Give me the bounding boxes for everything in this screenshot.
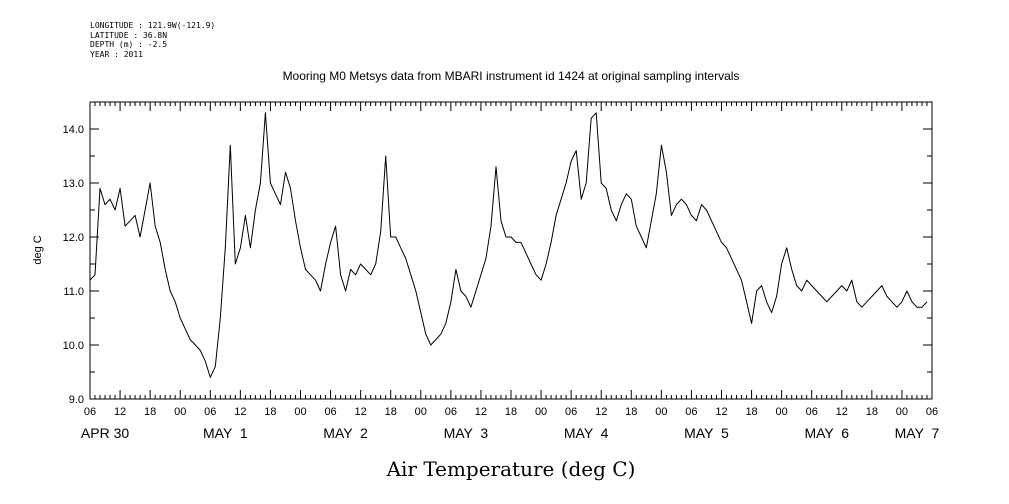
x-tick-label: 18	[385, 406, 397, 418]
x-tick-label: 06	[445, 406, 457, 418]
x-tick-label: 18	[144, 406, 156, 418]
series-line	[90, 112, 928, 378]
x-tick-label: 12	[475, 406, 487, 418]
metadata-block: LONGITUDE : 121.9W(-121.9) LATITUDE : 36…	[90, 21, 215, 59]
y-tick-label: 11.0	[63, 286, 84, 298]
x-tick-label: 06	[84, 406, 96, 418]
date-label: MAY 7	[895, 425, 940, 441]
latitude-text: LATITUDE : 36.8N	[90, 30, 168, 40]
x-tick-label: 12	[836, 406, 848, 418]
y-tick-label: 9.0	[69, 394, 84, 406]
year-text: YEAR : 2011	[90, 49, 143, 59]
x-tick-label: 12	[715, 406, 727, 418]
x-tick-label: 00	[415, 406, 427, 418]
x-tick-label: 00	[174, 406, 186, 418]
date-label: MAY 4	[564, 425, 609, 441]
x-axis-label: Air Temperature (deg C)	[386, 457, 636, 481]
x-tick-label: 12	[355, 406, 367, 418]
x-tick-label: 06	[806, 406, 818, 418]
x-tick-label: 12	[234, 406, 246, 418]
x-tick-label: 18	[264, 406, 276, 418]
y-axis-label: deg C	[32, 235, 44, 264]
series-layer	[90, 112, 928, 378]
x-tick-label: 06	[685, 406, 697, 418]
x-tick-label: 18	[505, 406, 517, 418]
depth-text: DEPTH (m) : -2.5	[90, 40, 168, 49]
chart-title: Mooring M0 Metsys data from MBARI instru…	[283, 69, 740, 83]
y-tick-label: 13.0	[63, 178, 84, 190]
y-axis: 9.0 10.0 11.0 12.0 13.0 14.0	[63, 101, 932, 406]
date-label: MAY 3	[444, 425, 489, 441]
date-label: APR 30	[81, 425, 129, 441]
y-tick-label: 12.0	[63, 232, 84, 244]
x-tick-label: 06	[926, 406, 938, 418]
x-tick-label: 00	[294, 406, 306, 418]
x-tick-label: 12	[114, 406, 126, 418]
x-tick-label: 12	[595, 406, 607, 418]
x-tick-label: 00	[776, 406, 788, 418]
y-tick-label: 14.0	[63, 124, 84, 136]
x-tick-label: 18	[745, 406, 757, 418]
date-label: MAY 2	[323, 425, 368, 441]
x-tick-label: 00	[535, 406, 547, 418]
x-tick-label: 06	[324, 406, 336, 418]
date-label: MAY 6	[804, 425, 849, 441]
x-axis: 06 12 18 00 06 12 18 00 06 12 18 00 06 12 18 00 06 12 18 00…	[81, 102, 940, 441]
x-tick-label: 18	[625, 406, 637, 418]
x-tick-label: 00	[655, 406, 667, 418]
date-label: MAY 1	[203, 425, 248, 441]
x-tick-label: 00	[896, 406, 908, 418]
y-tick-label: 10.0	[63, 340, 84, 352]
longitude-text: LONGITUDE : 121.9W(-121.9)	[90, 21, 216, 30]
x-tick-label: 06	[204, 406, 216, 418]
x-tick-label: 06	[565, 406, 577, 418]
x-tick-label: 18	[866, 406, 878, 418]
date-label: MAY 5	[684, 425, 729, 441]
